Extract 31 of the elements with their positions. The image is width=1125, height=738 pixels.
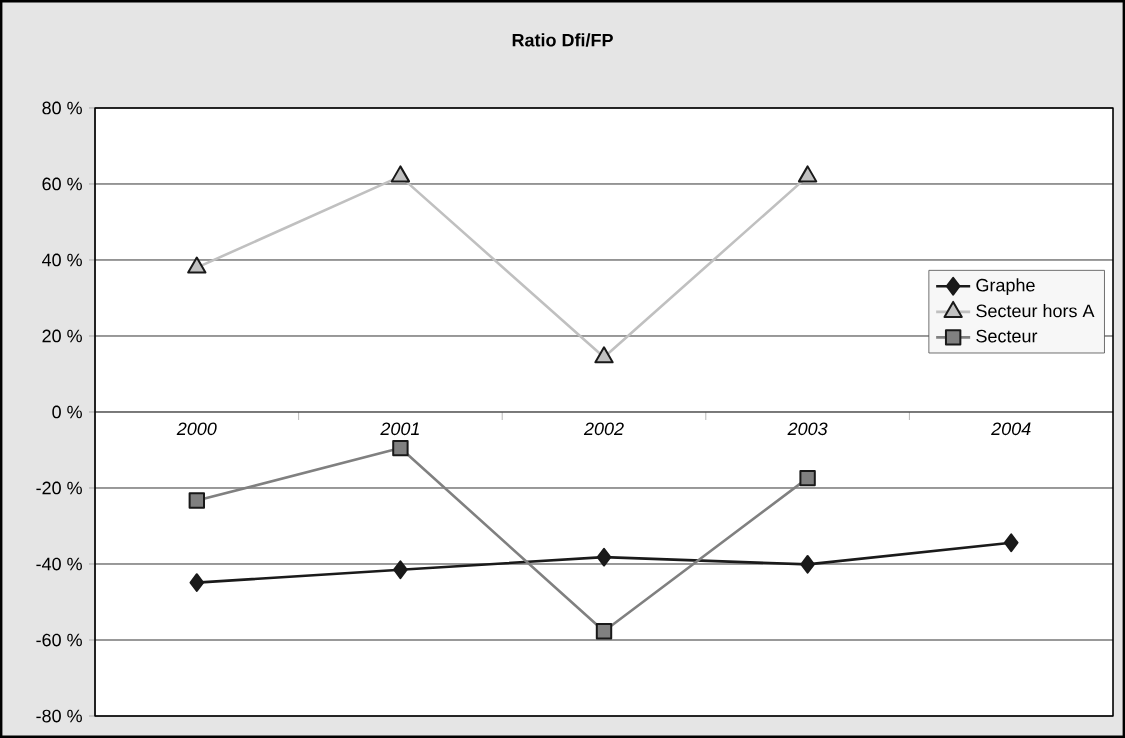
chart-title: Ratio Dfi/FP xyxy=(512,33,613,47)
legend-label: Secteur hors A xyxy=(976,304,1095,318)
y-tick-label: -80 % xyxy=(36,709,82,723)
point xyxy=(392,439,409,457)
y-tick-label: 0 % xyxy=(52,405,82,419)
y-tick-label: -40 % xyxy=(36,557,82,571)
x-tick-label: 2003 xyxy=(787,422,828,436)
point xyxy=(1003,533,1019,553)
point xyxy=(596,547,612,567)
y-tick-label: 40 % xyxy=(41,253,82,267)
legend-label: Graphe xyxy=(976,278,1035,296)
point xyxy=(799,469,816,487)
point xyxy=(187,256,207,274)
y-tick-label: 60 % xyxy=(42,177,82,191)
point xyxy=(393,560,408,580)
x-tick-label: 2000 xyxy=(176,422,217,436)
x-tick-label: 2004 xyxy=(991,422,1031,436)
point xyxy=(800,554,815,574)
point xyxy=(390,165,411,183)
y-tick-label: -20 % xyxy=(36,481,82,495)
point xyxy=(594,346,614,364)
point xyxy=(595,623,613,640)
legend-label: Secteur xyxy=(976,329,1038,343)
point xyxy=(189,573,205,593)
point xyxy=(188,492,206,509)
y-tick-label: -60 % xyxy=(36,633,82,647)
y-tick-label: 20 % xyxy=(42,329,82,343)
x-tick-label: 2002 xyxy=(583,422,624,436)
x-tick-label: 2001 xyxy=(380,422,419,436)
point xyxy=(797,165,818,183)
y-tick-label: 80 % xyxy=(42,101,82,115)
